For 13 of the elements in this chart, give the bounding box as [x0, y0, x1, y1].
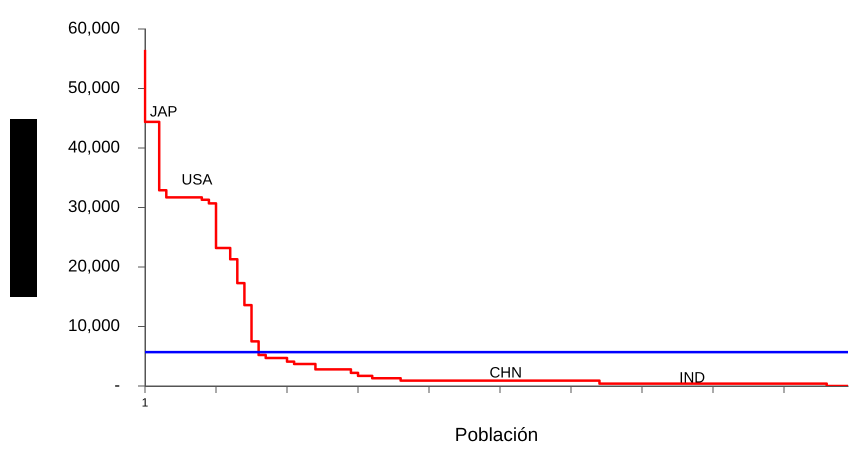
- x-axis-title: Población: [454, 424, 538, 446]
- y-tick-label: 30,000: [68, 197, 120, 216]
- annotation: CHN: [489, 364, 522, 382]
- annotation: IND: [679, 370, 706, 387]
- annotation: USA: [182, 172, 212, 189]
- y-tick-label: 50,000: [68, 78, 120, 98]
- annotation: JAP: [150, 104, 178, 121]
- x-tick-label: 1: [142, 396, 149, 410]
- y-tick-label: 10,000: [68, 316, 120, 336]
- y-tick-label: -: [114, 376, 120, 395]
- y-tick-label: 40,000: [68, 138, 120, 157]
- y-tick-label: 60,000: [68, 18, 120, 38]
- y-tick-label: 20,000: [68, 256, 120, 276]
